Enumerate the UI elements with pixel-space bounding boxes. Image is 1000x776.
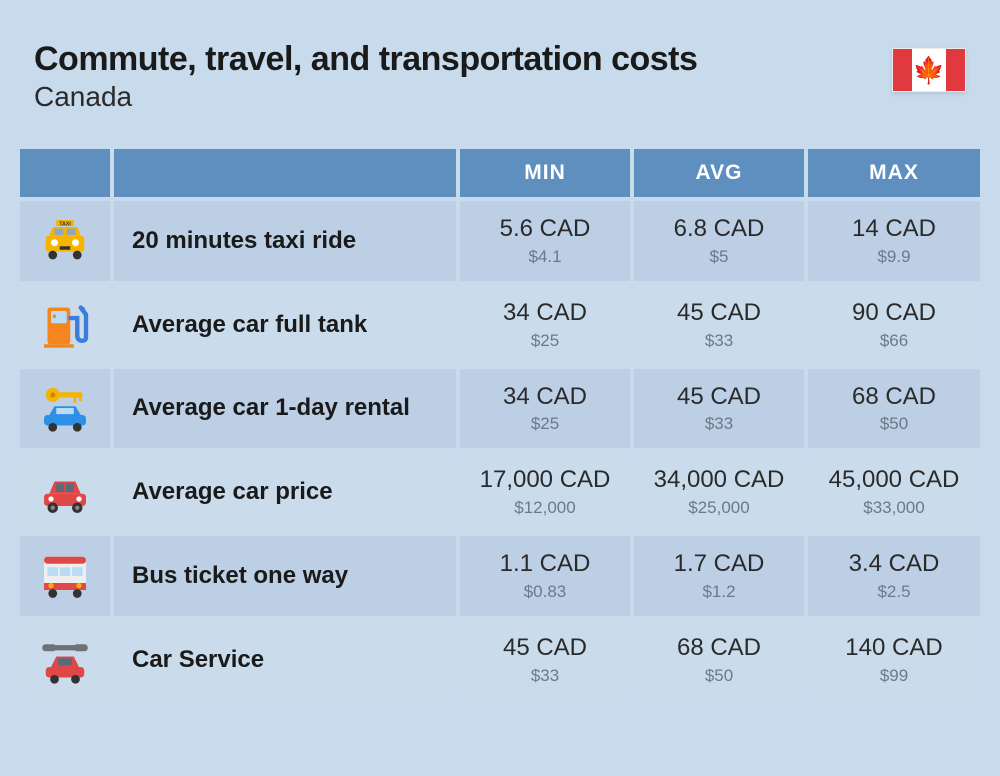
- taxi-icon: TAXI: [37, 213, 93, 269]
- value-cad: 45 CAD: [470, 634, 620, 663]
- car-icon: [37, 464, 93, 520]
- cell-min: 17,000 CAD $12,000: [458, 450, 632, 534]
- value-usd: $33: [644, 414, 794, 434]
- cell-max: 14 CAD $9.9: [806, 199, 980, 283]
- value-cad: 68 CAD: [644, 634, 794, 663]
- cell-min: 45 CAD $33: [458, 618, 632, 700]
- cell-min: 5.6 CAD $4.1: [458, 199, 632, 283]
- costs-table: MIN AVG MAX TAXI 20 minutes taxi ride5.6…: [20, 149, 980, 700]
- value-cad: 45 CAD: [644, 383, 794, 412]
- value-usd: $2.5: [818, 582, 970, 602]
- row-label: Bus ticket one way: [112, 534, 458, 618]
- value-cad: 17,000 CAD: [470, 466, 620, 495]
- row-label: Average car full tank: [112, 283, 458, 367]
- cell-max: 45,000 CAD $33,000: [806, 450, 980, 534]
- value-usd: $33,000: [818, 498, 970, 518]
- value-cad: 68 CAD: [818, 383, 970, 412]
- value-cad: 1.7 CAD: [644, 550, 794, 579]
- car-rental-icon: [20, 367, 112, 451]
- value-cad: 45,000 CAD: [818, 466, 970, 495]
- table-row: Bus ticket one way 1.1 CAD $0.83 1.7 CAD $1.…: [20, 534, 980, 618]
- cell-max: 90 CAD $66: [806, 283, 980, 367]
- row-label: 20 minutes taxi ride: [112, 199, 458, 283]
- cell-avg: 1.7 CAD $1.2: [632, 534, 806, 618]
- value-cad: 14 CAD: [818, 215, 970, 244]
- cell-avg: 68 CAD $50: [632, 618, 806, 700]
- car-service-icon: [20, 618, 112, 700]
- page-subtitle: Canada: [34, 81, 697, 113]
- cell-avg: 34,000 CAD $25,000: [632, 450, 806, 534]
- cell-max: 68 CAD$50: [806, 367, 980, 451]
- table-row: Average car full tank 34 CAD $25 45 CAD $33 9…: [20, 283, 980, 367]
- canada-flag-icon: 🍁: [892, 48, 966, 92]
- row-label: Car Service: [112, 618, 458, 700]
- value-cad: 140 CAD: [818, 634, 970, 663]
- cell-avg: 45 CAD$33: [632, 367, 806, 451]
- cell-min: 34 CAD $25: [458, 283, 632, 367]
- table-row: Average car price 17,000 CAD $12,000 34,000…: [20, 450, 980, 534]
- col-avg: AVG: [632, 149, 806, 199]
- value-cad: 45 CAD: [644, 299, 794, 328]
- bus-icon: [37, 548, 93, 604]
- value-usd: $50: [644, 666, 794, 686]
- cell-avg: 6.8 CAD $5: [632, 199, 806, 283]
- fuel-pump-icon: [37, 297, 93, 353]
- header: Commute, travel, and transportation cost…: [20, 40, 980, 113]
- car-service-icon: [37, 632, 93, 688]
- infographic-container: Commute, travel, and transportation cost…: [0, 0, 1000, 720]
- page-title: Commute, travel, and transportation cost…: [34, 40, 697, 79]
- value-usd: $25: [470, 414, 620, 434]
- value-usd: $25: [470, 331, 620, 351]
- value-usd: $4.1: [470, 247, 620, 267]
- value-cad: 3.4 CAD: [818, 550, 970, 579]
- car-rental-icon: [37, 380, 93, 436]
- cell-max: 140 CAD $99: [806, 618, 980, 700]
- col-label: [112, 149, 458, 199]
- value-cad: 1.1 CAD: [470, 550, 620, 579]
- taxi-icon: TAXI: [20, 199, 112, 283]
- bus-icon: [20, 534, 112, 618]
- value-usd: $5: [644, 247, 794, 267]
- row-label: Average car price: [112, 450, 458, 534]
- value-usd: $25,000: [644, 498, 794, 518]
- value-cad: 34 CAD: [470, 383, 620, 412]
- value-usd: $99: [818, 666, 970, 686]
- cell-min: 34 CAD$25: [458, 367, 632, 451]
- col-max: MAX: [806, 149, 980, 199]
- col-min: MIN: [458, 149, 632, 199]
- maple-leaf-icon: 🍁: [913, 57, 945, 83]
- value-cad: 34,000 CAD: [644, 466, 794, 495]
- table-row: TAXI 20 minutes taxi ride 5.6 CAD $4.1 6.8 …: [20, 199, 980, 283]
- value-usd: $1.2: [644, 582, 794, 602]
- svg-text:TAXI: TAXI: [59, 221, 71, 227]
- value-usd: $12,000: [470, 498, 620, 518]
- table-row: Average car 1-day rental34 CAD$2545 CAD$…: [20, 367, 980, 451]
- value-usd: $9.9: [818, 247, 970, 267]
- value-cad: 6.8 CAD: [644, 215, 794, 244]
- col-icon: [20, 149, 112, 199]
- value-usd: $50: [818, 414, 970, 434]
- car-icon: [20, 450, 112, 534]
- cell-min: 1.1 CAD $0.83: [458, 534, 632, 618]
- value-usd: $33: [470, 666, 620, 686]
- value-cad: 5.6 CAD: [470, 215, 620, 244]
- cell-max: 3.4 CAD $2.5: [806, 534, 980, 618]
- value-usd: $66: [818, 331, 970, 351]
- value-usd: $33: [644, 331, 794, 351]
- header-text: Commute, travel, and transportation cost…: [34, 40, 697, 113]
- row-label: Average car 1-day rental: [112, 367, 458, 451]
- value-usd: $0.83: [470, 582, 620, 602]
- value-cad: 34 CAD: [470, 299, 620, 328]
- table-header-row: MIN AVG MAX: [20, 149, 980, 199]
- cell-avg: 45 CAD $33: [632, 283, 806, 367]
- fuel-pump-icon: [20, 283, 112, 367]
- table-row: Car Service 45 CAD $33 68 CAD $50 140 CAD $99: [20, 618, 980, 700]
- value-cad: 90 CAD: [818, 299, 970, 328]
